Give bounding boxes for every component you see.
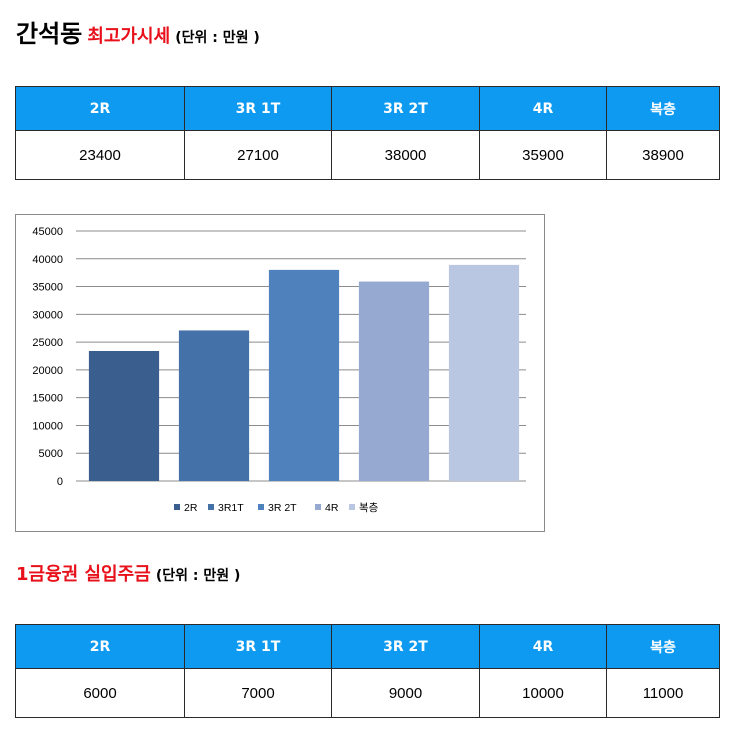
header-cell: 복층 bbox=[606, 624, 720, 669]
deposit-title: 1금융권 실입주금 bbox=[16, 564, 151, 585]
area-title: 간석동 bbox=[16, 20, 83, 48]
value-cell: 38000 bbox=[331, 130, 480, 180]
bar bbox=[268, 269, 340, 481]
y-tick-label: 15000 bbox=[32, 393, 63, 405]
bar bbox=[88, 351, 160, 481]
legend-label: 3R1T bbox=[218, 502, 244, 514]
y-tick-label: 30000 bbox=[32, 309, 63, 321]
bar-chart-svg: 0 5000 10000 15000 20000 25000 30000 35000 40000… bbox=[32, 226, 526, 514]
value-cell: 35900 bbox=[479, 130, 607, 180]
unit-label: (단위 : 만원 ) bbox=[155, 568, 241, 584]
section-heading-price: 간석동 최고가시세 (단위 : 만원 ) bbox=[16, 14, 260, 49]
y-tick-label: 20000 bbox=[32, 365, 63, 377]
bar bbox=[448, 264, 520, 481]
bar-chart: 0 5000 10000 15000 20000 25000 30000 35000 40000… bbox=[15, 214, 545, 532]
table-header-row: 2R 3R 1T 3R 2T 4R 복층 bbox=[15, 624, 720, 669]
header-cell: 2R bbox=[15, 86, 185, 131]
legend-label: 복층 bbox=[359, 502, 379, 514]
table-row: 23400 27100 38000 35900 38900 bbox=[15, 130, 720, 180]
value-cell: 27100 bbox=[184, 130, 332, 180]
legend-swatch bbox=[349, 504, 355, 510]
price-table: 2R 3R 1T 3R 2T 4R 복층 23400 27100 38000 3… bbox=[15, 86, 720, 180]
legend-swatch bbox=[258, 504, 264, 510]
bar bbox=[358, 281, 430, 481]
legend-swatch bbox=[174, 504, 180, 510]
y-tick-label: 10000 bbox=[32, 420, 63, 432]
bar bbox=[178, 330, 250, 481]
value-cell: 23400 bbox=[15, 130, 185, 180]
legend-swatch bbox=[315, 504, 321, 510]
deposit-table: 2R 3R 1T 3R 2T 4R 복층 6000 7000 9000 1000… bbox=[15, 624, 720, 718]
value-cell: 7000 bbox=[184, 668, 332, 718]
legend-label: 3R 2T bbox=[268, 502, 297, 514]
header-cell: 복층 bbox=[606, 86, 720, 131]
unit-label: (단위 : 만원 ) bbox=[175, 30, 260, 46]
y-tick-label: 0 bbox=[57, 476, 63, 488]
value-cell: 10000 bbox=[479, 668, 607, 718]
table-row: 6000 7000 9000 10000 11000 bbox=[15, 668, 720, 718]
y-tick-label: 35000 bbox=[32, 282, 63, 294]
section-heading-deposit: 1금융권 실입주금 (단위 : 만원 ) bbox=[16, 560, 240, 586]
table-header-row: 2R 3R 1T 3R 2T 4R 복층 bbox=[15, 86, 720, 131]
legend-swatch bbox=[208, 504, 214, 510]
y-tick-label: 25000 bbox=[32, 337, 63, 349]
y-tick-label: 45000 bbox=[32, 226, 63, 238]
header-cell: 4R bbox=[479, 86, 607, 131]
value-cell: 6000 bbox=[15, 668, 185, 718]
value-cell: 38900 bbox=[606, 130, 720, 180]
price-title: 최고가시세 bbox=[87, 26, 171, 47]
value-cell: 9000 bbox=[331, 668, 480, 718]
header-cell: 2R bbox=[15, 624, 185, 669]
y-tick-label: 40000 bbox=[32, 254, 63, 266]
legend-label: 2R bbox=[184, 502, 198, 514]
header-cell: 4R bbox=[479, 624, 607, 669]
value-cell: 11000 bbox=[606, 668, 720, 718]
legend-label: 4R bbox=[325, 502, 339, 514]
header-cell: 3R 1T bbox=[184, 86, 332, 131]
header-cell: 3R 1T bbox=[184, 624, 332, 669]
y-tick-label: 5000 bbox=[39, 448, 63, 460]
header-cell: 3R 2T bbox=[331, 86, 480, 131]
header-cell: 3R 2T bbox=[331, 624, 480, 669]
